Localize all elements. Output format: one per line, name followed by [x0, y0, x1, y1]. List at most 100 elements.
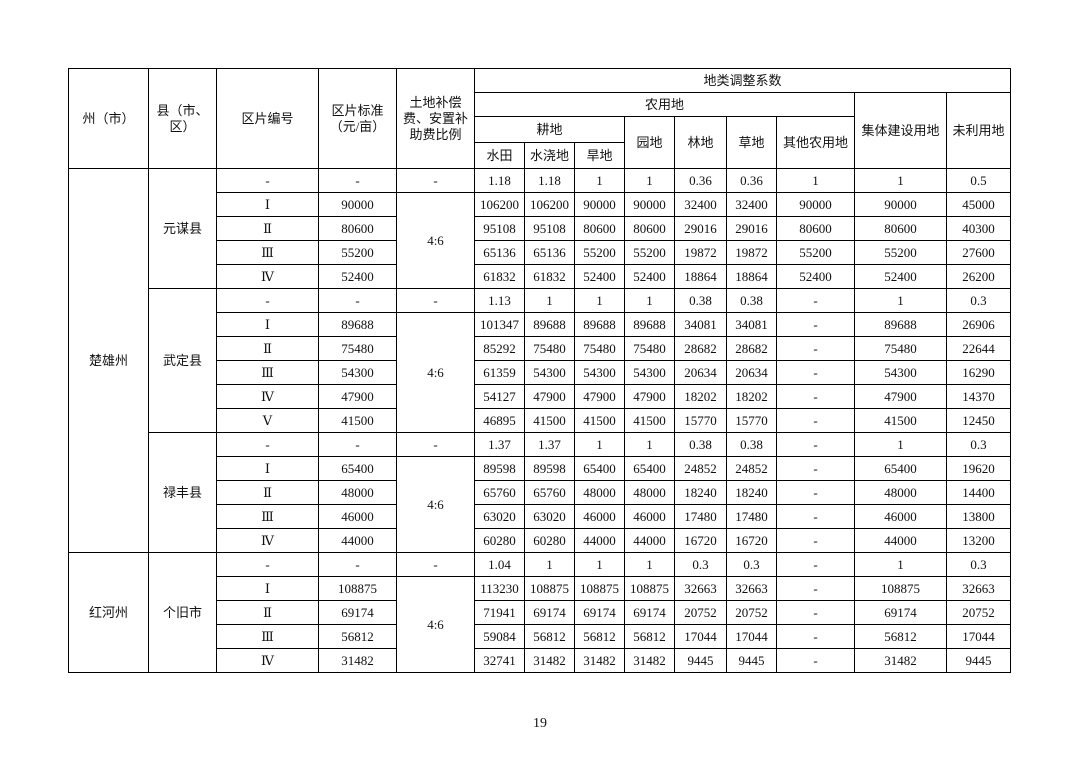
table-row: Ⅱ 75480 85292 75480 75480 75480 28682 28682-754…: [69, 336, 1012, 361]
value-cell: 69174: [524, 600, 575, 625]
value-cell: -: [776, 600, 855, 625]
value-cell: 48000: [574, 480, 625, 505]
standard-cell: 47900: [318, 384, 397, 409]
header-cell: 水田: [474, 142, 525, 169]
value-cell: 65760: [524, 480, 575, 505]
value-cell: 1: [524, 552, 575, 577]
value-cell: 24852: [726, 456, 777, 481]
value-cell: 80600: [854, 216, 947, 241]
value-cell: 54300: [524, 360, 575, 385]
value-cell: -: [776, 480, 855, 505]
value-cell: 29016: [726, 216, 777, 241]
value-cell: 1: [574, 552, 625, 577]
value-cell: 1: [524, 288, 575, 313]
value-cell: 75480: [524, 336, 575, 361]
value-cell: 9445: [674, 648, 727, 673]
value-cell: 16720: [726, 528, 777, 553]
code-cell: Ⅰ: [216, 456, 319, 481]
table-row: 禄丰县 - - -1.37 1.37 1 1 0.38 0.38-1 0.3: [69, 432, 1012, 553]
value-cell: 13800: [945, 504, 1012, 529]
header-cell: 州（市）: [68, 68, 149, 169]
prefecture-cell: 红河州: [68, 552, 149, 673]
value-cell: 34081: [726, 312, 777, 337]
value-cell: 95108: [474, 216, 525, 241]
standard-cell: 46000: [318, 504, 397, 529]
value-cell: 89688: [854, 312, 947, 337]
value-cell: 56812: [574, 624, 625, 649]
standard-cell: -: [318, 168, 397, 193]
value-cell: 90000: [854, 192, 947, 217]
code-cell: Ⅱ: [216, 600, 319, 625]
standard-cell: 89688: [318, 312, 397, 337]
value-cell: -: [776, 552, 855, 577]
value-cell: 1: [624, 432, 675, 457]
value-cell: 65400: [574, 456, 625, 481]
value-cell: 69174: [624, 600, 675, 625]
ratio-cell: 4:6: [396, 312, 475, 433]
value-cell: 1: [854, 432, 947, 457]
value-cell: 12450: [945, 408, 1012, 433]
value-cell: 19620: [945, 456, 1012, 481]
value-cell: -: [776, 384, 855, 409]
value-cell: 56812: [624, 624, 675, 649]
code-cell: Ⅱ: [216, 336, 319, 361]
value-cell: 60280: [474, 528, 525, 553]
header-cell: 林地: [674, 116, 727, 169]
code-cell: Ⅲ: [216, 624, 319, 649]
value-cell: 95108: [524, 216, 575, 241]
value-cell: 52400: [776, 264, 855, 289]
code-cell: Ⅲ: [216, 360, 319, 385]
value-cell: 80600: [776, 216, 855, 241]
table-row: Ⅲ 54300 61359 54300 54300 54300 20634 20634-543…: [69, 360, 1012, 385]
value-cell: 46000: [624, 504, 675, 529]
table-row: Ⅲ 46000 63020 63020 46000 46000 17480 17480-460…: [69, 504, 1012, 529]
value-cell: 20752: [674, 600, 727, 625]
value-cell: 47900: [624, 384, 675, 409]
standard-cell: 108875: [318, 576, 397, 601]
value-cell: 90000: [624, 192, 675, 217]
value-cell: 32400: [674, 192, 727, 217]
value-cell: 18864: [674, 264, 727, 289]
value-cell: 18864: [726, 264, 777, 289]
value-cell: 32663: [945, 576, 1012, 601]
value-cell: 20752: [945, 600, 1012, 625]
value-cell: 46000: [854, 504, 947, 529]
standard-cell: -: [318, 552, 397, 577]
value-cell: 1: [854, 288, 947, 313]
value-cell: 89598: [524, 456, 575, 481]
value-cell: 75480: [854, 336, 947, 361]
ratio-cell: 4:6: [396, 576, 475, 673]
value-cell: 31482: [854, 648, 947, 673]
ratio-cell: 4:6: [396, 192, 475, 289]
value-cell: 41500: [524, 408, 575, 433]
value-cell: 0.3: [945, 288, 1012, 313]
standard-cell: 44000: [318, 528, 397, 553]
value-cell: 29016: [674, 216, 727, 241]
value-cell: 46895: [474, 408, 525, 433]
value-cell: 15770: [726, 408, 777, 433]
value-cell: 31482: [574, 648, 625, 673]
value-cell: 106200: [474, 192, 525, 217]
code-cell: -: [216, 168, 319, 193]
header-cell: 地类调整系数: [473, 68, 1012, 93]
table-row: 武定县 - - -1.13 1 1 1 0.38 0.38-1 0.3: [69, 288, 1012, 433]
value-cell: -: [776, 408, 855, 433]
value-cell: 1: [574, 168, 625, 193]
table-row: Ⅱ 48000 65760 65760 48000 48000 18240 18240-480…: [69, 480, 1012, 505]
value-cell: 108875: [624, 576, 675, 601]
value-cell: -: [776, 336, 855, 361]
value-cell: 47900: [574, 384, 625, 409]
table-body: 州（市） 县（市、区） 区片编号 区片标准（元/亩） 土地补偿费、安置补助费比例 地类调整…: [68, 68, 1012, 673]
code-cell: Ⅲ: [216, 504, 319, 529]
value-cell: 17044: [726, 624, 777, 649]
header-cell: 其他农用地: [776, 116, 855, 169]
code-cell: Ⅰ: [216, 312, 319, 337]
value-cell: 0.3: [726, 552, 777, 577]
value-cell: 1: [574, 432, 625, 457]
county-cell: 个旧市: [148, 552, 217, 673]
table-row: 水田 水浇地 旱地: [69, 142, 1011, 169]
header-cell: 区片编号: [216, 68, 319, 169]
value-cell: 1.37: [474, 432, 525, 457]
value-cell: 16720: [674, 528, 727, 553]
value-cell: 1: [574, 288, 625, 313]
